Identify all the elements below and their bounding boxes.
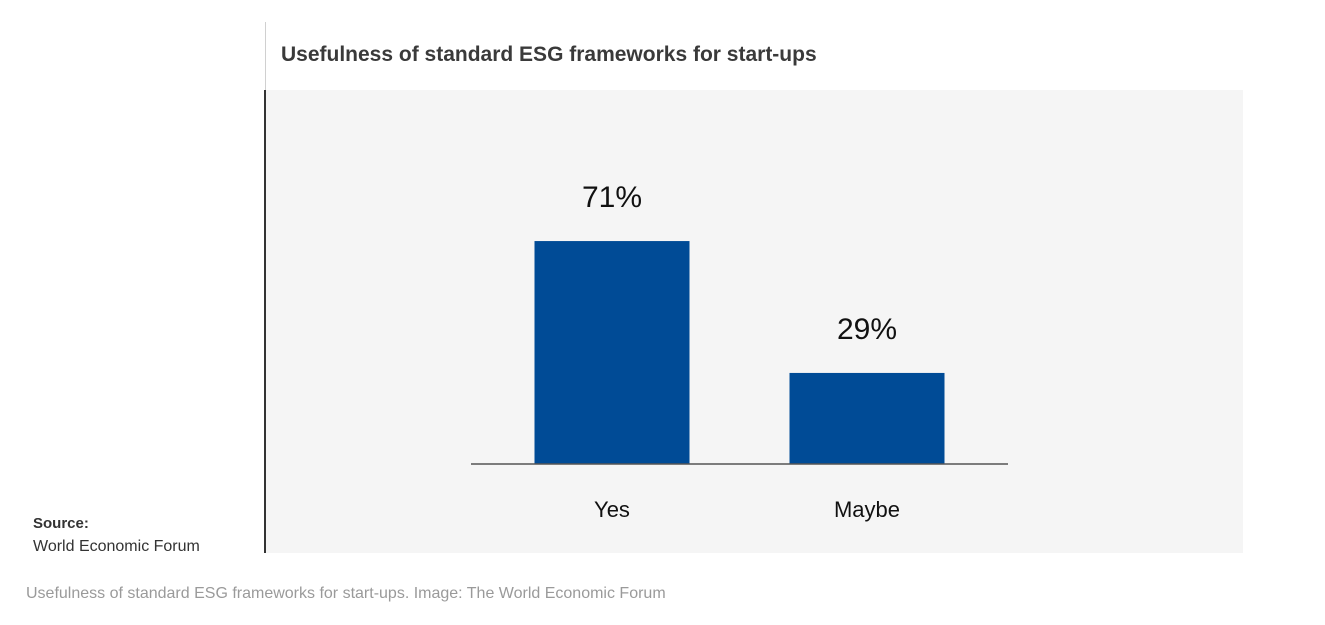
chart-left-rule xyxy=(264,90,266,553)
source-label: Source: xyxy=(33,515,89,532)
data-label-maybe: 29% xyxy=(837,313,897,346)
bar-yes xyxy=(534,241,690,464)
bar-maybe xyxy=(789,372,945,464)
chart-top-divider xyxy=(265,22,266,90)
chart-plot-panel xyxy=(266,90,1243,553)
image-caption: Usefulness of standard ESG frameworks fo… xyxy=(26,585,666,602)
chart-title: Usefulness of standard ESG frameworks fo… xyxy=(281,43,817,66)
data-label-yes: 71% xyxy=(582,181,642,214)
x-tick-label-maybe: Maybe xyxy=(834,497,900,522)
source-value: World Economic Forum xyxy=(33,538,200,555)
x-tick-label-yes: Yes xyxy=(594,497,630,522)
